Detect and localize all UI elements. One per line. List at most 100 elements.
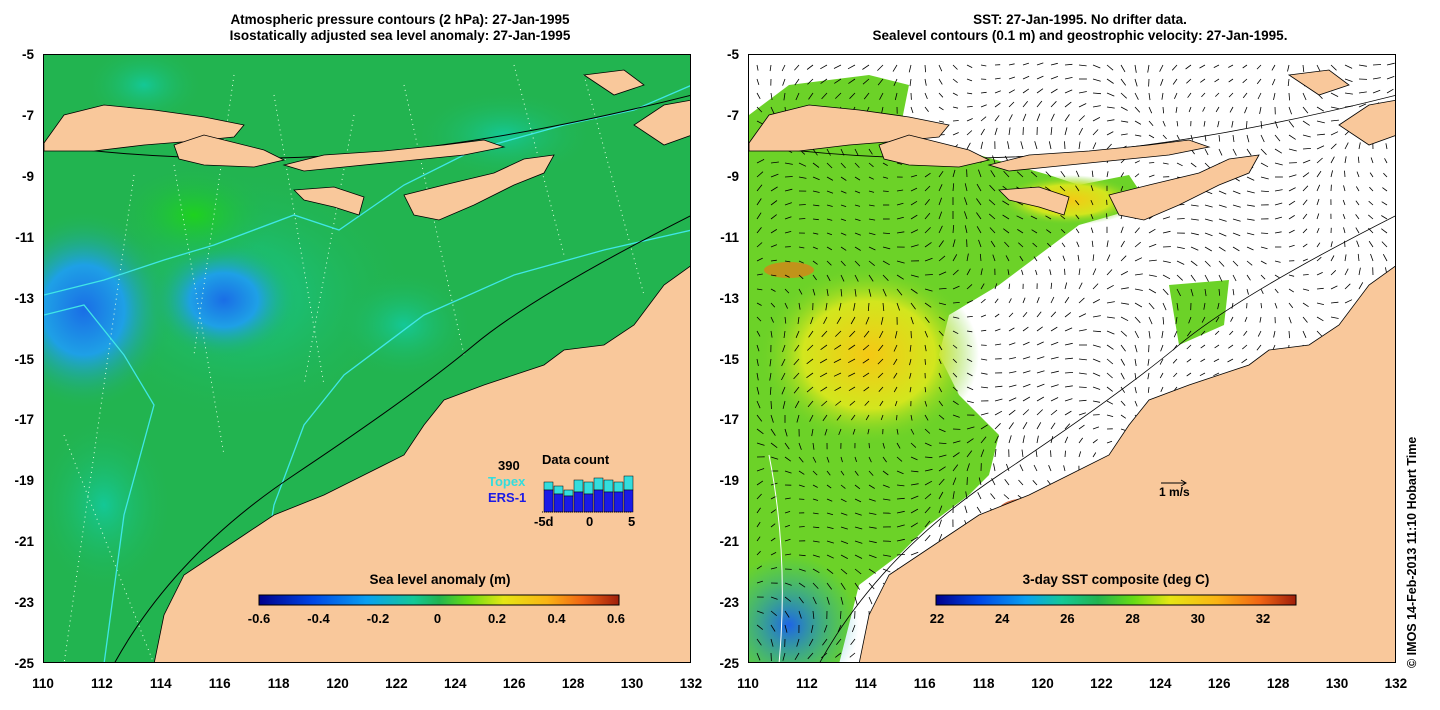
- velocity-arrow: [1092, 426, 1100, 430]
- velocity-arrow: [1120, 271, 1128, 276]
- velocity-arrow: [834, 78, 842, 84]
- velocity-arrow: [1218, 274, 1223, 282]
- velocity-arrow: [938, 400, 944, 407]
- velocity-arrow: [938, 372, 942, 378]
- velocity-arrow: [840, 260, 846, 267]
- velocity-arrow: [1190, 218, 1199, 221]
- velocity-arrow: [812, 568, 820, 574]
- velocity-arrow: [770, 316, 774, 323]
- velocity-arrow: [1232, 274, 1237, 282]
- velocity-arrow: [910, 244, 919, 248]
- velocity-arrow: [1162, 230, 1171, 234]
- velocity-arrow: [976, 212, 982, 220]
- velocity-arrow: [798, 456, 804, 463]
- velocity-arrow: [1030, 215, 1038, 220]
- velocity-arrow: [1050, 397, 1059, 402]
- velocity-arrow: [826, 568, 834, 575]
- velocity-arrow: [1242, 344, 1248, 350]
- velocity-arrow: [1344, 142, 1349, 150]
- velocity-arrow: [1243, 330, 1248, 336]
- velocity-arrow: [1260, 120, 1263, 129]
- velocity-arrow: [1381, 241, 1388, 248]
- velocity-arrow: [837, 624, 842, 633]
- velocity-arrow: [980, 436, 987, 444]
- velocity-arrow: [910, 187, 918, 192]
- velocity-arrow: [896, 162, 903, 165]
- velocity-arrow: [1259, 316, 1262, 323]
- velocity-arrow: [868, 540, 877, 544]
- velocity-arrow: [784, 162, 793, 165]
- velocity-arrow: [854, 498, 862, 503]
- velocity-arrow: [938, 466, 946, 472]
- velocity-arrow: [1186, 358, 1192, 363]
- velocity-arrow: [990, 240, 996, 248]
- velocity-arrow: [770, 214, 777, 220]
- velocity-arrow: [1092, 439, 1098, 444]
- velocity-arrow: [808, 92, 814, 100]
- velocity-arrow: [863, 92, 870, 100]
- data-count-title: Data count: [542, 452, 610, 467]
- velocity-arrow: [910, 414, 913, 421]
- velocity-arrow: [1344, 64, 1353, 69]
- velocity-arrow: [854, 512, 862, 516]
- velocity-arrow: [1246, 288, 1249, 295]
- velocity-arrow: [868, 190, 875, 193]
- velocity-arrow: [1162, 120, 1166, 127]
- velocity-arrow: [784, 511, 791, 514]
- velocity-arrow: [850, 638, 856, 645]
- velocity-arrow: [1050, 409, 1058, 416]
- velocity-arrow: [809, 414, 814, 422]
- velocity-arrow: [1242, 64, 1248, 69]
- velocity-arrow: [924, 468, 933, 472]
- velocity-arrow: [1022, 326, 1029, 332]
- velocity-arrow: [784, 188, 793, 192]
- velocity-arrow: [1190, 288, 1194, 297]
- velocity-arrow: [756, 78, 760, 86]
- velocity-arrow: [910, 174, 918, 178]
- velocity-arrow: [994, 449, 997, 458]
- velocity-arrow: [1257, 330, 1262, 337]
- colorbar-tick-label: 26: [1060, 611, 1075, 626]
- velocity-arrow: [864, 400, 870, 406]
- velocity-arrow: [812, 218, 819, 221]
- velocity-arrow: [1062, 255, 1066, 262]
- velocity-arrow: [1218, 260, 1225, 267]
- velocity-arrow: [924, 274, 933, 276]
- velocity-arrow: [854, 246, 861, 251]
- right-title-line1: SST: 27-Jan-1995. No drifter data.: [973, 12, 1187, 27]
- velocity-arrow: [784, 428, 788, 437]
- velocity-arrow: [1064, 296, 1070, 304]
- velocity-arrow: [952, 302, 960, 304]
- velocity-arrow: [812, 610, 815, 619]
- velocity-arrow: [1227, 358, 1234, 363]
- velocity-arrow: [1092, 386, 1101, 390]
- velocity-arrow: [1016, 171, 1024, 178]
- velocity-arrow: [1246, 190, 1255, 194]
- velocity-arrow: [1242, 78, 1248, 84]
- velocity-arrow: [964, 505, 968, 514]
- velocity-arrow: [978, 239, 982, 248]
- velocity-arrow: [980, 64, 987, 67]
- velocity-arrow: [1003, 494, 1010, 500]
- velocity-arrow: [1134, 330, 1139, 339]
- velocity-arrow: [812, 470, 818, 476]
- velocity-arrow: [896, 497, 905, 500]
- velocity-arrow: [784, 202, 792, 206]
- velocity-arrow: [1288, 200, 1296, 206]
- velocity-arrow: [854, 484, 861, 490]
- velocity-arrow: [879, 400, 884, 407]
- velocity-arrow: [966, 450, 973, 458]
- velocity-arrow: [868, 162, 874, 168]
- velocity-arrow: [1215, 316, 1220, 323]
- velocity-arrow: [924, 78, 927, 86]
- longitude-tick-label: 120: [326, 676, 349, 691]
- velocity-arrow: [836, 414, 842, 421]
- velocity-arrow: [783, 330, 786, 339]
- velocity-arrow: [1034, 141, 1038, 150]
- longitude-tick-label: 126: [502, 676, 526, 691]
- velocity-arrow: [1064, 357, 1073, 360]
- velocity-arrow: [1120, 372, 1125, 380]
- velocity-arrow: [1092, 372, 1101, 377]
- velocity-arrow: [938, 533, 943, 542]
- longitude-tick-label: 114: [149, 676, 172, 691]
